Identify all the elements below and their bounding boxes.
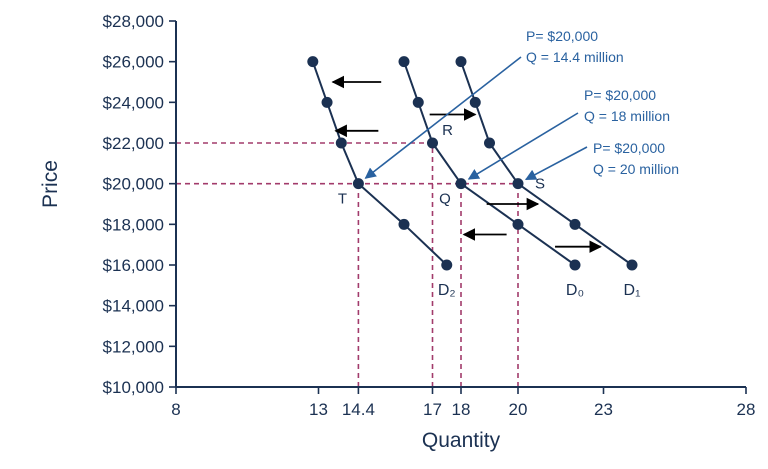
point-label-r: R: [442, 122, 453, 139]
data-point-d2: [335, 137, 347, 149]
data-point-d0: [412, 96, 424, 108]
annotations: P= $20,000 Q = 14.4 million P= $20,000 Q…: [364, 28, 679, 181]
x-tick-label: 8: [171, 400, 180, 419]
annotation-leader-t: [364, 56, 522, 179]
data-point-d1: [469, 96, 481, 108]
annotation-leader-q: [467, 112, 579, 180]
x-tick-label: 17: [423, 400, 442, 419]
data-point-d0: [427, 137, 438, 149]
x-tick-label: 14.4: [342, 400, 375, 419]
point-labels: D₂ D₀ D₁ T Q R S: [338, 122, 641, 299]
data-point-d2: [307, 56, 319, 68]
curve-d1: [460, 61, 633, 266]
data-point-d1: [455, 56, 467, 68]
point-label-t: T: [338, 191, 347, 208]
data-point-d0: [398, 56, 410, 68]
data-point-d1: [512, 178, 524, 190]
x-tick-label: 20: [509, 400, 528, 419]
annotation-S-quantity: Q = 20 million: [593, 161, 679, 177]
curve-label-d1: D₁: [624, 282, 641, 299]
data-point-d2: [398, 218, 410, 230]
x-axis-title: Quantity: [422, 429, 501, 452]
y-axis-title: Price: [39, 160, 62, 208]
curve-d2: [311, 61, 448, 266]
point-label-q: Q: [439, 191, 451, 208]
annotation-Q-quantity: Q = 18 million: [584, 108, 670, 124]
annotation-Q-price: P= $20,000: [584, 87, 656, 103]
y-tick-label: $14,000: [103, 297, 164, 316]
data-point-d2: [441, 259, 453, 271]
y-tick-label: $12,000: [103, 337, 164, 356]
x-tick-label: 23: [594, 400, 613, 419]
annotation-T-quantity: Q = 14.4 million: [526, 49, 624, 65]
data-point-d1: [484, 137, 495, 149]
data-point-d1: [569, 218, 581, 230]
axes: $10,000 $12,000 $14,000 $16,000 $18,000 $20,0…: [39, 12, 755, 452]
curve-label-d2: D₂: [438, 282, 456, 299]
data-point-d0: [569, 259, 581, 271]
x-tick-label: 18: [452, 400, 471, 419]
data-point-d0: [455, 178, 467, 190]
y-tick-label: $18,000: [103, 215, 164, 234]
y-tick-label: $22,000: [103, 134, 164, 153]
y-tick-label: $26,000: [103, 53, 164, 72]
annotation-T-price: P= $20,000: [526, 28, 598, 44]
y-tick-label: $20,000: [103, 175, 164, 194]
y-tick-label: $10,000: [103, 378, 164, 397]
data-point-d1: [626, 259, 638, 271]
curve-d0: [403, 61, 576, 266]
demand-curves: [307, 56, 638, 271]
annotation-leader-s: [524, 146, 588, 181]
data-point-d2: [321, 96, 333, 108]
x-tick-label: 13: [309, 400, 328, 419]
y-tick-label: $28,000: [103, 12, 164, 31]
y-tick-label: $16,000: [103, 256, 164, 275]
point-label-s: S: [535, 176, 545, 193]
data-point-d2: [352, 178, 364, 190]
y-tick-label: $24,000: [103, 93, 164, 112]
x-tick-label: 28: [737, 400, 756, 419]
reference-lines: [176, 142, 519, 387]
curve-label-d0: D₀: [566, 282, 584, 299]
shift-arrows: [331, 75, 602, 253]
annotation-S-price: P= $20,000: [593, 140, 665, 156]
data-point-d0: [512, 218, 524, 230]
